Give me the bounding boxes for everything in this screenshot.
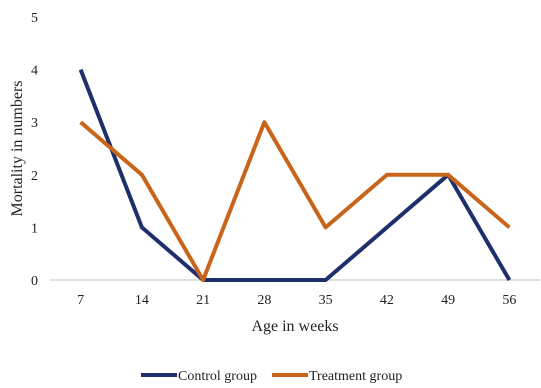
y-tick-label: 2 (31, 169, 38, 184)
series-line-control-group (78, 68, 512, 282)
y-tick-label: 0 (31, 274, 38, 289)
y-axis-title: Mortality in numbers (9, 81, 26, 217)
legend-label-control-group: Control group (178, 369, 257, 383)
x-axis-title: Age in weeks (251, 318, 338, 335)
x-tick-label: 14 (135, 293, 149, 308)
x-tick-label: 35 (319, 293, 333, 308)
y-tick-label: 3 (31, 116, 38, 131)
x-tick-label: 28 (257, 293, 271, 308)
series-layer (78, 68, 512, 282)
y-tick-label: 5 (31, 11, 38, 26)
x-axis-ticks: 7 14 21 28 35 42 49 56 (77, 293, 516, 308)
x-tick-label: 7 (77, 293, 84, 308)
series-line-treatment-group (79, 120, 511, 282)
legend: Control group Treatment group (141, 369, 402, 384)
x-tick-label: 49 (441, 293, 455, 308)
legend-label-treatment-group: Treatment group (309, 369, 402, 383)
x-tick-label: 42 (380, 293, 394, 308)
y-axis-ticks: 0 1 2 3 4 5 (31, 11, 38, 289)
x-tick-label: 21 (196, 293, 210, 308)
y-tick-label: 1 (31, 221, 38, 236)
x-tick-label: 56 (502, 293, 516, 308)
y-tick-label: 4 (31, 64, 38, 79)
